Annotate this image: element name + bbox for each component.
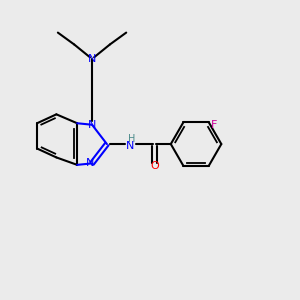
- Text: O: O: [150, 161, 159, 171]
- Text: F: F: [211, 120, 217, 130]
- Text: H: H: [128, 134, 136, 144]
- Text: N: N: [86, 158, 95, 168]
- Text: N: N: [88, 54, 96, 64]
- Text: N: N: [88, 120, 96, 130]
- Text: N: N: [126, 140, 134, 151]
